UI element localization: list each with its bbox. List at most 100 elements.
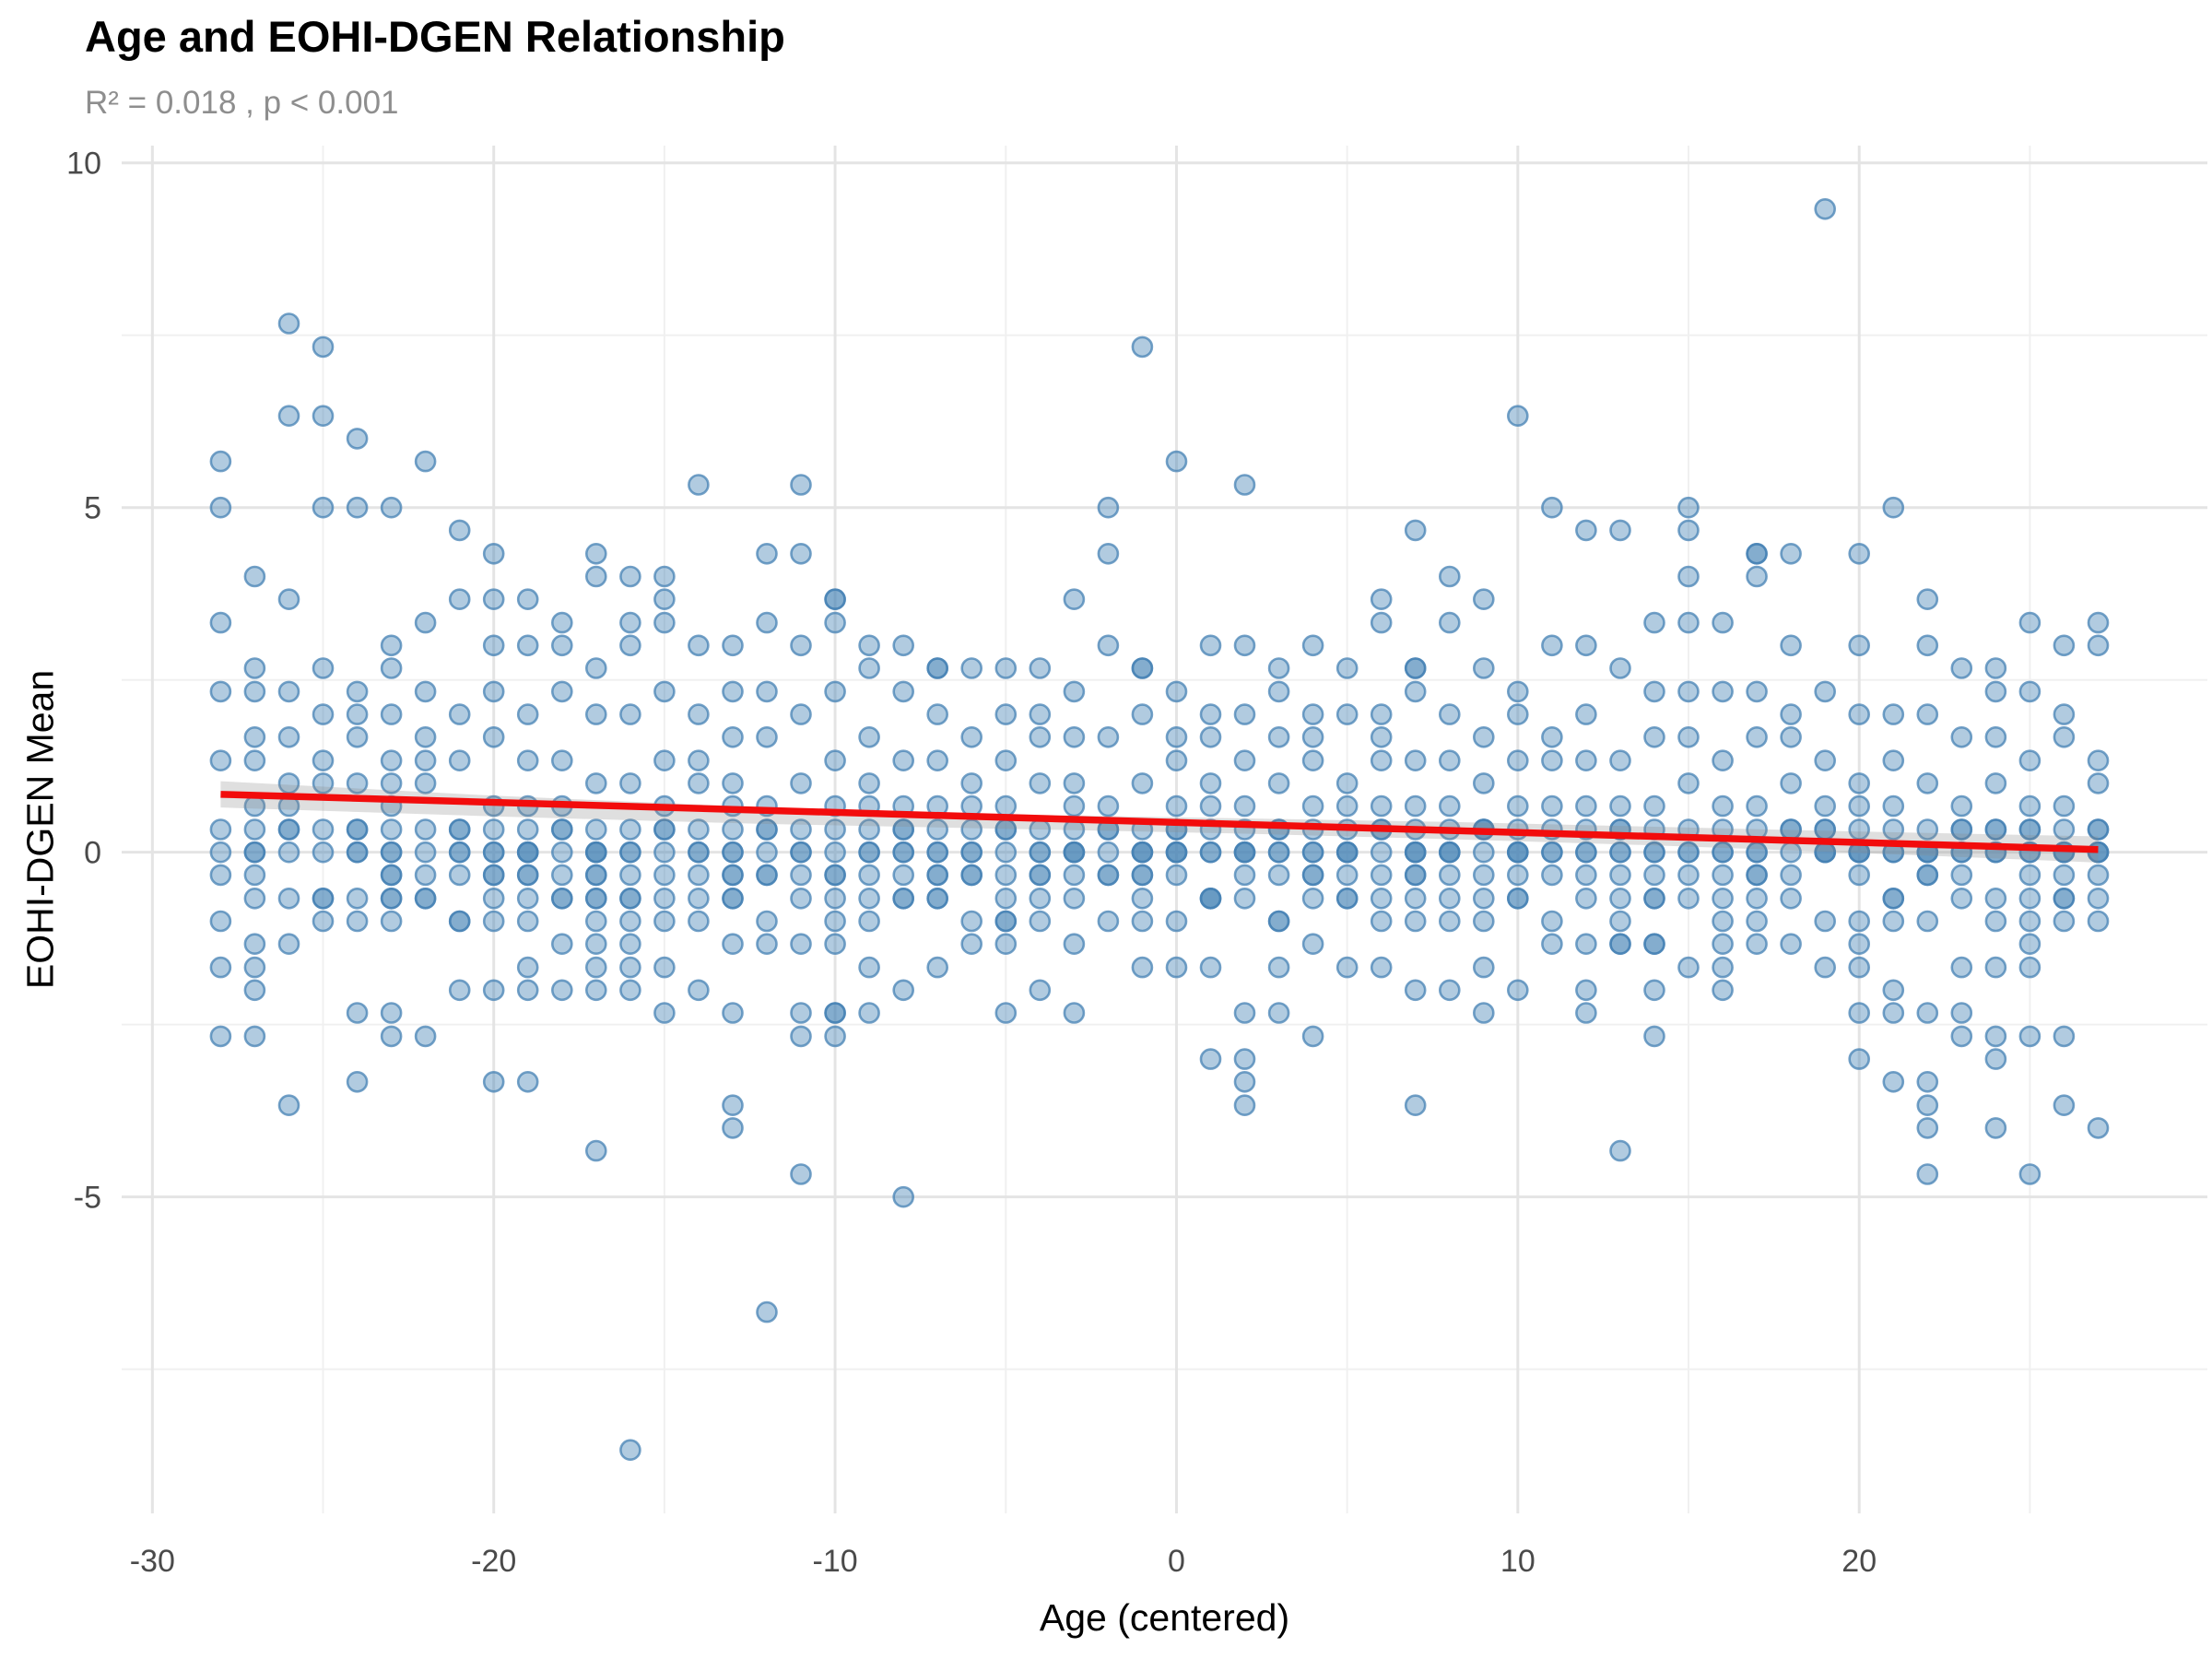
data-point [1575, 841, 1597, 864]
data-point [482, 887, 505, 910]
data-point [892, 1185, 915, 1208]
x-tick-label: -10 [813, 1544, 858, 1579]
data-point [1848, 1002, 1870, 1024]
data-point [1165, 680, 1188, 703]
data-point [1233, 1071, 1256, 1093]
data-point [2018, 933, 2041, 955]
data-point [380, 772, 403, 794]
data-point [1439, 703, 1461, 725]
data-point [1370, 725, 1393, 748]
data-point [722, 1002, 744, 1024]
data-point [1882, 818, 1905, 841]
data-point [346, 725, 369, 748]
data-point [1848, 542, 1870, 565]
data-point [688, 979, 710, 1002]
data-point [584, 910, 607, 933]
data-point [1439, 749, 1461, 772]
data-point [1473, 910, 1495, 933]
data-point [1677, 956, 1700, 979]
data-point [1882, 1002, 1905, 1024]
data-point [1712, 794, 1734, 818]
data-point [994, 841, 1018, 864]
data-point [482, 634, 505, 657]
data-point [653, 956, 676, 979]
data-point [653, 611, 676, 634]
data-point [2053, 1025, 2076, 1048]
data-point [619, 910, 641, 933]
data-point [960, 725, 982, 748]
data-point [2053, 1094, 2076, 1116]
data-point [1643, 725, 1665, 748]
data-point [892, 749, 915, 772]
data-point [1780, 542, 1802, 565]
data-point [1848, 772, 1870, 794]
data-point [619, 611, 641, 634]
data-point [1029, 657, 1052, 679]
data-point [584, 703, 607, 725]
data-point [1882, 794, 1905, 818]
data-point [824, 818, 846, 841]
data-point [1097, 725, 1120, 748]
data-point [516, 818, 539, 841]
data-point [2087, 864, 2110, 887]
data-point [619, 864, 641, 887]
data-point [619, 565, 641, 588]
data-point [380, 657, 403, 679]
data-point [1746, 542, 1768, 565]
data-point [1780, 864, 1802, 887]
data-point [1301, 634, 1324, 657]
data-point [243, 864, 266, 887]
data-point [1882, 1071, 1905, 1093]
data-point [790, 933, 812, 955]
data-point [824, 841, 846, 864]
data-point [2053, 634, 2076, 657]
data-point [209, 450, 232, 473]
data-point [209, 956, 232, 979]
data-point [380, 634, 403, 657]
data-point [824, 1002, 846, 1024]
data-point [1916, 1002, 1939, 1024]
data-point [380, 1025, 403, 1048]
data-point [414, 1025, 437, 1048]
data-point [1916, 1117, 1939, 1139]
data-point [346, 496, 369, 519]
data-point [1882, 749, 1905, 772]
data-point [688, 864, 710, 887]
data-point [994, 794, 1018, 818]
data-point [1335, 841, 1359, 864]
data-point [482, 864, 505, 887]
data-point [1404, 657, 1427, 679]
data-point [346, 680, 369, 703]
data-point [209, 496, 232, 519]
data-point [1370, 703, 1393, 725]
data-point [1780, 933, 1802, 955]
data-point [1199, 725, 1222, 748]
data-point [1473, 588, 1495, 611]
data-point [584, 772, 607, 794]
data-point [1063, 887, 1086, 910]
data-point [243, 657, 266, 679]
data-point [1746, 680, 1768, 703]
data-point [1029, 725, 1052, 748]
data-point [960, 841, 982, 864]
data-point [1370, 749, 1393, 772]
data-point [448, 749, 471, 772]
data-point [790, 818, 812, 841]
data-point [550, 979, 573, 1002]
data-point [1233, 1094, 1256, 1116]
data-point [1301, 933, 1324, 955]
data-point [1131, 910, 1154, 933]
data-point [448, 864, 471, 887]
data-point [892, 818, 915, 841]
data-point [380, 703, 403, 725]
data-point [1507, 979, 1529, 1002]
data-point [722, 634, 744, 657]
data-point [824, 680, 846, 703]
data-point [243, 818, 266, 841]
data-point [1029, 864, 1052, 887]
data-point [1712, 910, 1734, 933]
data-point [1335, 657, 1359, 679]
data-point [1029, 979, 1052, 1002]
x-tick-label: 20 [1841, 1544, 1877, 1579]
data-point [790, 1025, 812, 1048]
